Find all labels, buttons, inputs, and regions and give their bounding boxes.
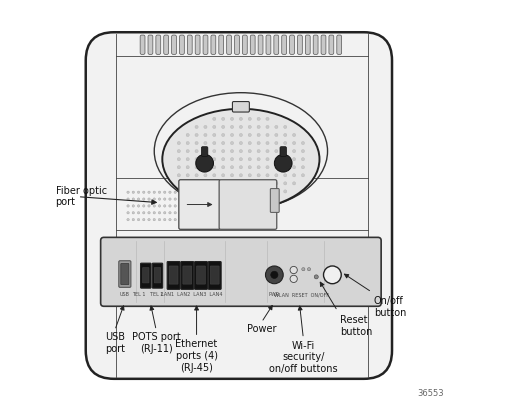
FancyBboxPatch shape [152, 263, 162, 288]
FancyBboxPatch shape [258, 35, 263, 54]
Circle shape [283, 166, 286, 169]
Circle shape [127, 218, 129, 221]
Circle shape [274, 125, 277, 129]
FancyBboxPatch shape [266, 35, 270, 54]
Circle shape [179, 218, 181, 221]
Circle shape [158, 218, 160, 221]
Circle shape [248, 117, 251, 120]
Circle shape [230, 158, 233, 161]
Circle shape [230, 190, 233, 193]
Circle shape [292, 174, 295, 177]
Circle shape [194, 150, 198, 153]
Circle shape [221, 133, 224, 137]
Circle shape [158, 212, 160, 214]
Circle shape [230, 198, 233, 201]
FancyBboxPatch shape [232, 102, 249, 112]
Circle shape [212, 133, 215, 137]
Circle shape [221, 141, 224, 145]
Circle shape [230, 182, 233, 185]
Circle shape [127, 212, 129, 214]
Circle shape [137, 205, 139, 207]
Circle shape [314, 275, 318, 279]
FancyBboxPatch shape [86, 32, 391, 379]
Circle shape [248, 182, 251, 185]
Circle shape [168, 191, 171, 193]
FancyBboxPatch shape [328, 35, 333, 54]
Text: USB: USB [120, 293, 130, 297]
FancyBboxPatch shape [167, 262, 180, 289]
Text: Wi-Fi
security/
on/off buttons: Wi-Fi security/ on/off buttons [269, 341, 337, 374]
Circle shape [283, 141, 286, 145]
Circle shape [221, 182, 224, 185]
Circle shape [212, 166, 215, 169]
Circle shape [274, 182, 277, 185]
Circle shape [292, 182, 295, 185]
Circle shape [257, 141, 260, 145]
Circle shape [221, 190, 224, 193]
Circle shape [265, 133, 269, 137]
Circle shape [194, 133, 198, 137]
FancyBboxPatch shape [313, 35, 318, 54]
Circle shape [265, 158, 269, 161]
Circle shape [283, 125, 286, 129]
Circle shape [274, 174, 277, 177]
FancyBboxPatch shape [187, 35, 192, 54]
Circle shape [239, 150, 242, 153]
Circle shape [265, 141, 269, 145]
FancyBboxPatch shape [281, 35, 286, 54]
Circle shape [221, 174, 224, 177]
Circle shape [257, 166, 260, 169]
FancyBboxPatch shape [289, 35, 294, 54]
Circle shape [127, 191, 129, 193]
Circle shape [204, 133, 207, 137]
Circle shape [132, 212, 134, 214]
Circle shape [163, 198, 165, 200]
Circle shape [143, 191, 145, 193]
Circle shape [265, 266, 282, 284]
FancyBboxPatch shape [305, 35, 309, 54]
Text: Ethernet
ports (4)
(RJ-45): Ethernet ports (4) (RJ-45) [175, 339, 217, 372]
Circle shape [230, 150, 233, 153]
Circle shape [230, 166, 233, 169]
Circle shape [204, 182, 207, 185]
Circle shape [179, 205, 181, 207]
Circle shape [301, 150, 304, 153]
Circle shape [221, 158, 224, 161]
Circle shape [274, 166, 277, 169]
Circle shape [239, 117, 242, 120]
Circle shape [148, 212, 150, 214]
Circle shape [184, 191, 186, 193]
FancyBboxPatch shape [169, 266, 178, 284]
Circle shape [177, 141, 180, 145]
Circle shape [301, 141, 304, 145]
Circle shape [239, 190, 242, 193]
Circle shape [132, 191, 134, 193]
FancyBboxPatch shape [211, 35, 215, 54]
Circle shape [292, 150, 295, 153]
FancyBboxPatch shape [140, 263, 151, 288]
Circle shape [301, 268, 304, 271]
FancyBboxPatch shape [171, 35, 176, 54]
FancyBboxPatch shape [179, 180, 220, 229]
Circle shape [194, 174, 198, 177]
Circle shape [194, 158, 198, 161]
Circle shape [148, 205, 150, 207]
Circle shape [257, 158, 260, 161]
Text: Fiber optic
port: Fiber optic port [55, 186, 106, 208]
Circle shape [194, 182, 198, 185]
Circle shape [137, 198, 139, 200]
FancyBboxPatch shape [194, 262, 207, 289]
Circle shape [239, 174, 242, 177]
Circle shape [257, 174, 260, 177]
Circle shape [265, 182, 269, 185]
Circle shape [301, 158, 304, 161]
Circle shape [127, 198, 129, 200]
FancyBboxPatch shape [234, 35, 239, 54]
Circle shape [239, 182, 242, 185]
Circle shape [184, 218, 186, 221]
Circle shape [132, 205, 134, 207]
FancyBboxPatch shape [143, 268, 149, 283]
Circle shape [221, 198, 224, 201]
Text: PWR: PWR [268, 293, 279, 297]
FancyBboxPatch shape [119, 261, 131, 287]
